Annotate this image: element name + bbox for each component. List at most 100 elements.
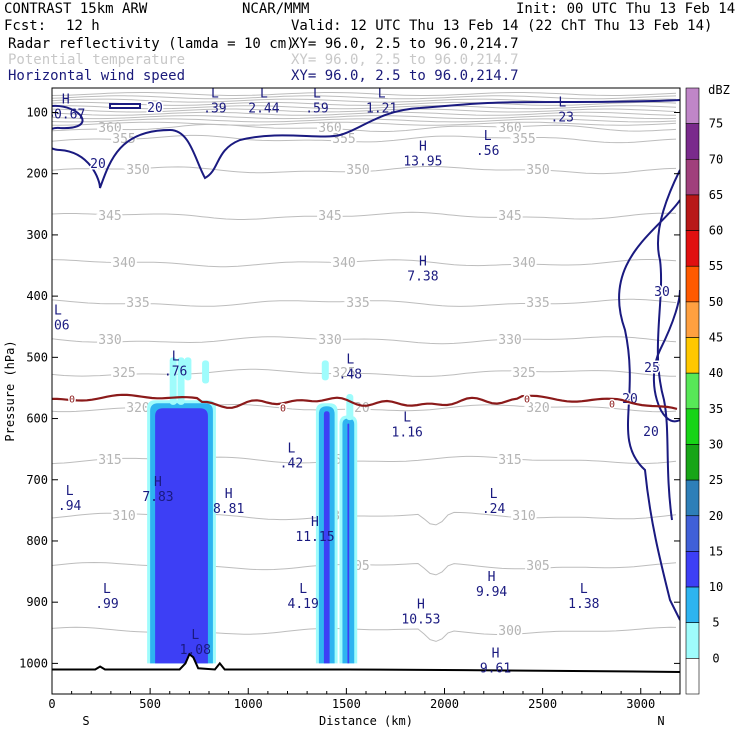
wind-contour-label: 20 <box>147 101 163 116</box>
x-end-label-south: S <box>82 714 89 728</box>
valid-time: Valid: 12 UTC Thu 13 Feb 14 (22 ChT Thu … <box>291 18 712 34</box>
hl-value-label: .99 <box>95 597 118 612</box>
theta-contour-label: 320 <box>526 401 549 416</box>
field-legend: Radar reflectivity (lamda = 10 cm)XY= 96… <box>8 36 519 84</box>
theta-contour-line <box>52 165 677 175</box>
colorbar-swatch <box>685 479 700 517</box>
colorbar-swatch <box>685 515 700 552</box>
reflectivity-cell-top <box>321 360 329 381</box>
hl-type-label: H <box>62 92 70 107</box>
theta-contour-line <box>52 111 677 116</box>
hl-value-label: .24 <box>482 502 506 517</box>
theta-contour-line <box>52 105 677 110</box>
hl-type-label: H <box>492 646 500 661</box>
colorbar-level-label: 35 <box>709 402 723 416</box>
hl-value-label: .76 <box>164 365 187 380</box>
colorbar-level-label: 55 <box>709 259 723 273</box>
theta-contour-label: 350 <box>346 163 369 178</box>
theta-contour-line <box>52 95 677 100</box>
theta-contour-line <box>52 336 677 345</box>
theta-contour-label: 350 <box>526 163 549 178</box>
hl-type-label: L <box>103 582 111 597</box>
y-tick-label: 800 <box>26 534 48 548</box>
wind-contour-label: 30 <box>654 285 670 300</box>
hl-type-label: L <box>403 411 411 426</box>
wind-contour-line <box>652 289 680 423</box>
figure-header: CONTRAST 15km ARW NCAR/MMM Init: 00 UTC … <box>4 1 735 84</box>
field-name: Horizontal wind speed <box>8 68 185 84</box>
hl-type-label: H <box>311 515 319 530</box>
wind-contour-line <box>52 99 680 189</box>
colorbar-swatch <box>685 444 700 481</box>
reflectivity-cell-layer <box>155 408 208 664</box>
hl-type-label: H <box>154 475 162 490</box>
terrain <box>52 652 680 694</box>
theta-contour-line <box>52 101 677 106</box>
theta-contour-label: 345 <box>498 209 521 224</box>
colorbar-level-label: 0 <box>712 651 719 665</box>
theta-contour-line <box>52 368 677 377</box>
theta-contour-label: 340 <box>512 256 535 271</box>
x-axis-title: Distance (km) <box>319 714 413 728</box>
wind-contour-line <box>618 199 680 621</box>
hl-type-label: L <box>54 304 62 319</box>
colorbar-level-label: 65 <box>709 188 723 202</box>
hl-value-label: 9.94 <box>476 585 507 600</box>
y-tick-label: 400 <box>26 289 48 303</box>
hl-type-label: L <box>558 95 566 110</box>
hl-value-label: 30.67 <box>46 107 85 122</box>
theta-contour-line <box>52 134 677 144</box>
field-name: Radar reflectivity (lamda = 10 cm) <box>8 36 295 52</box>
colorbar-level-label: 15 <box>709 544 723 558</box>
wind-contour-line <box>109 103 141 109</box>
colorbar-swatch <box>685 551 700 588</box>
colorbar: 0 5 10 15 20 25 30 35 40 45 50 55 60 65 70 75 <box>685 87 723 695</box>
colorbar-swatch <box>685 123 700 160</box>
field-name: Potential temperature <box>8 52 185 68</box>
theta-contour-label: 345 <box>318 209 341 224</box>
init-time: Init: 00 UTC Thu 13 Feb 14 <box>516 1 735 17</box>
y-tick-label: 1000 <box>19 656 48 670</box>
y-axis-title: Pressure (hPa) <box>3 340 17 441</box>
theta-contour-label: 330 <box>498 333 521 348</box>
hl-type-label: H <box>225 487 233 502</box>
reflectivity-cell-top <box>184 357 192 381</box>
colorbar-swatch <box>685 265 700 303</box>
y-tick-label: 700 <box>26 473 48 487</box>
colorbar-swatch <box>685 87 700 124</box>
hl-value-label: .59 <box>305 101 328 116</box>
fcst-value: 12 h <box>66 18 100 34</box>
freezing-level-label: 0 <box>280 403 286 414</box>
theta-contour-label: 335 <box>526 296 549 311</box>
theta-contour-label: 340 <box>332 256 355 271</box>
hl-type-label: L <box>346 353 354 368</box>
y-tick-label: 600 <box>26 412 48 426</box>
hl-value-label: 9.61 <box>480 661 511 676</box>
theta-contour-label: 310 <box>512 509 535 524</box>
colorbar-swatch <box>685 194 700 231</box>
x-tick-label: 1500 <box>332 697 361 711</box>
model-title: CONTRAST 15km ARW <box>4 1 148 17</box>
hl-type-label: L <box>211 86 219 101</box>
reflectivity-cells <box>147 357 358 664</box>
hl-type-label: L <box>260 86 268 101</box>
theta-contour-label: 330 <box>318 333 341 348</box>
colorbar-swatch <box>685 586 700 624</box>
hl-type-label: L <box>299 582 307 597</box>
hl-type-label: L <box>288 441 296 456</box>
hl-value-label: .39 <box>203 101 226 116</box>
freezing-level-label: 0 <box>609 399 615 410</box>
x-end-label-north: N <box>657 714 664 728</box>
theta-contour-label: 315 <box>98 453 121 468</box>
y-tick-label: 900 <box>26 595 48 609</box>
y-tick-label: 300 <box>26 228 48 242</box>
colorbar-swatch <box>685 622 700 659</box>
hl-value-label: 7.83 <box>142 490 173 505</box>
hl-type-label: H <box>419 255 427 270</box>
colorbar-level-label: 25 <box>709 473 723 487</box>
theta-contour-line <box>52 121 677 126</box>
